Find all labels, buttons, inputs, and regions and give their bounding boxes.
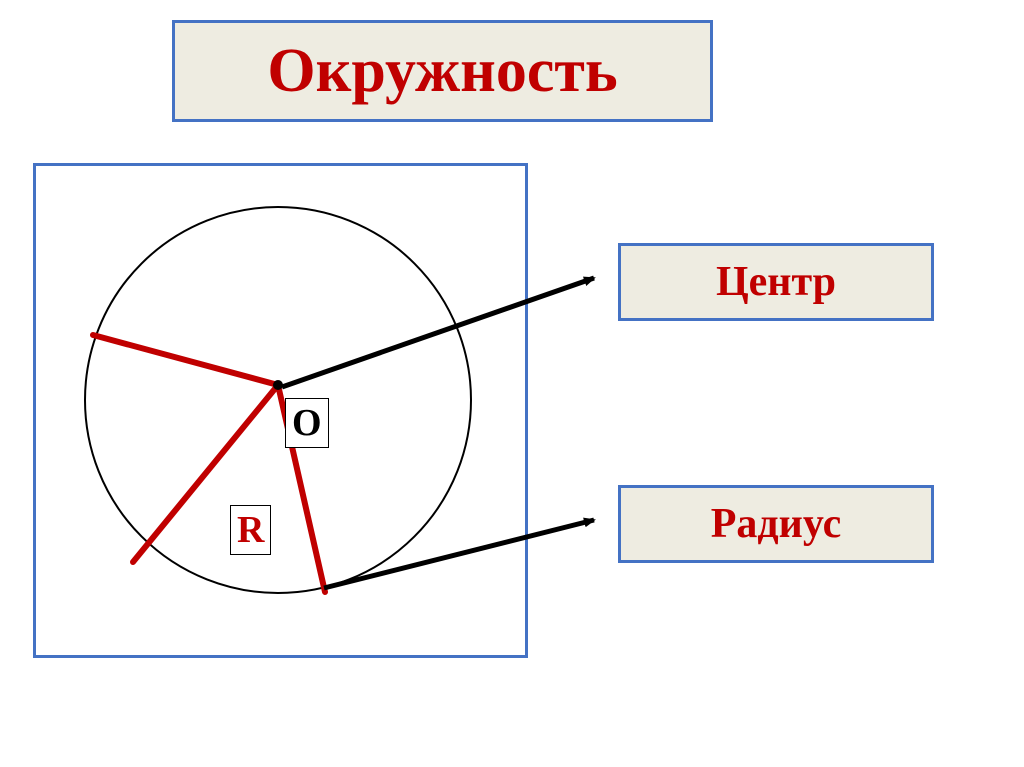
radius-line <box>93 335 278 385</box>
center-point-label: O <box>285 398 329 448</box>
arrow-to-center-label <box>282 278 594 387</box>
geometry-overlay <box>0 0 1024 767</box>
radius-label-text: Радиус <box>711 501 841 547</box>
radius-label-box: Радиус <box>618 485 934 563</box>
radius-symbol-label: R <box>230 505 271 555</box>
arrow-to-radius-label <box>324 520 594 588</box>
center-label-box: Центр <box>618 243 934 321</box>
center-label-text: Центр <box>716 259 836 305</box>
circle <box>85 207 471 593</box>
